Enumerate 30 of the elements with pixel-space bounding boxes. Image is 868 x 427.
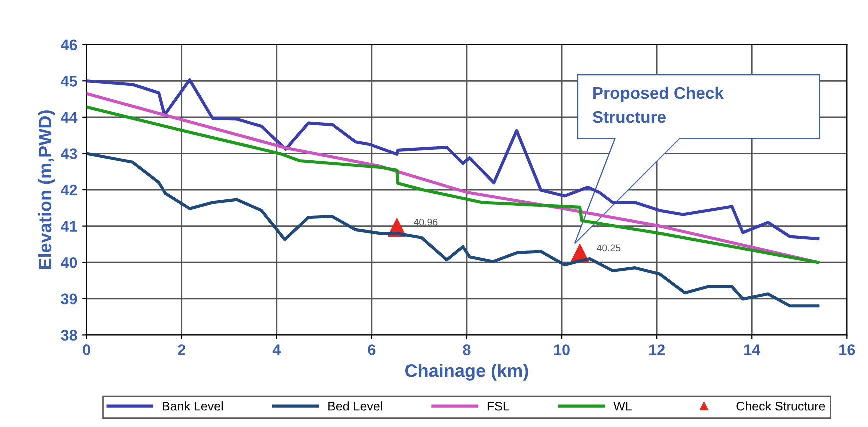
y-tick-label: 41 (61, 221, 78, 232)
y-tick-label: 39 (61, 294, 78, 305)
annotation: Proposed Check Structure (592, 86, 724, 124)
y-tick-label: 46 (61, 40, 78, 51)
legend-label: Check Structure (736, 402, 826, 411)
line-series (86, 152, 820, 308)
legend-label: Bank Level (163, 402, 224, 411)
x-tick-label: 16 (840, 344, 856, 356)
x-tick-label: 4 (272, 344, 282, 356)
legend-label: FSL (488, 402, 510, 411)
x-tick-label: 8 (463, 344, 471, 356)
line-series (86, 78, 820, 241)
x-tick-label: 10 (554, 344, 570, 356)
x-tick-label: 0 (83, 344, 90, 356)
data-label: 40.96 (414, 218, 438, 226)
x-axis-title: Chainage (km) (406, 364, 528, 381)
data-label: 40.25 (596, 244, 621, 252)
y-tick-label: 42 (61, 184, 78, 196)
legend-label: Bed Level (328, 402, 382, 411)
x-tick-label: 6 (368, 344, 376, 356)
x-tick-label: 12 (650, 344, 665, 356)
x-tick-label: 2 (178, 344, 186, 356)
y-tick-label: 43 (61, 148, 78, 160)
y-axis-title: Elevation (m,PWD) (38, 110, 56, 270)
y-tick-label: 40 (61, 257, 78, 268)
y-tick-label: 38 (61, 330, 78, 341)
legend-label: WL (614, 402, 632, 411)
x-tick-label: 14 (744, 344, 761, 356)
y-tick-label: 44 (61, 112, 78, 123)
y-tick-label: 45 (61, 76, 78, 87)
